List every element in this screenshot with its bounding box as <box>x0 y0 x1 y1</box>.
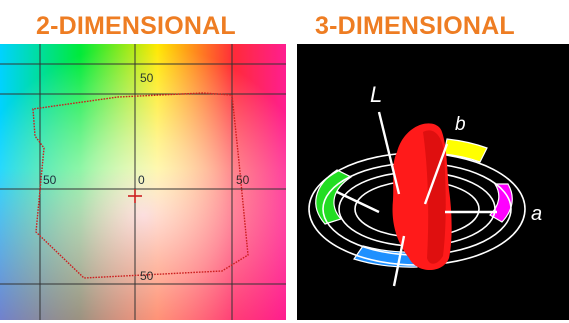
axis-label-b: b <box>455 114 466 135</box>
axis-label-a: a <box>531 203 542 225</box>
label-a-plus-50: 50 <box>236 173 250 187</box>
color-solid-3d: L b a <box>297 44 569 320</box>
heading-2-dimensional: 2-DIMENSIONAL <box>36 12 236 40</box>
plane-svg: 50 50 0 50 50 <box>0 44 286 320</box>
grid-lines <box>0 44 286 320</box>
axis-label-l: L <box>370 82 382 107</box>
label-a-minus-50: 50 <box>43 173 57 187</box>
chromaticity-plane-2d: 50 50 0 50 50 <box>0 44 286 320</box>
label-b-plus-50: 50 <box>140 71 154 85</box>
origin-marker <box>128 189 142 203</box>
heading-3-dimensional: 3-DIMENSIONAL <box>315 12 515 40</box>
bottom-tint <box>0 44 286 320</box>
gamut-outline <box>32 92 249 279</box>
label-b-minus-50: 50 <box>140 269 154 283</box>
ring-segment-green <box>315 169 353 225</box>
solid-svg: L b a <box>297 44 569 320</box>
label-origin-0: 0 <box>138 173 145 187</box>
axis-lines <box>336 111 497 287</box>
